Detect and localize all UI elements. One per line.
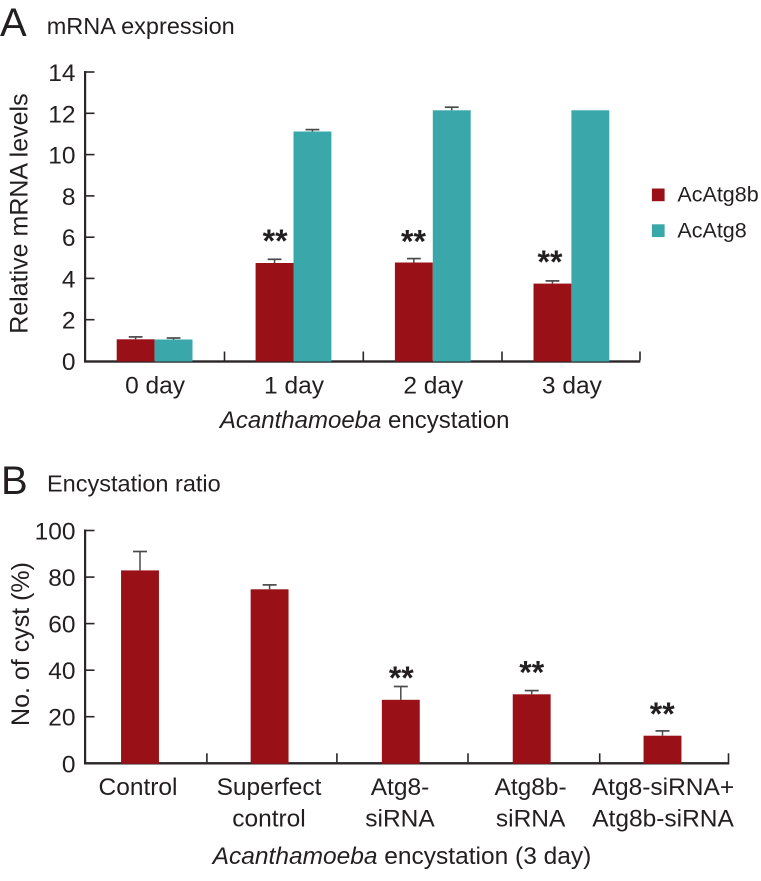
svg-text:8: 8 (62, 184, 76, 211)
svg-text:A: A (0, 1, 27, 45)
svg-text:20: 20 (48, 705, 75, 732)
svg-text:**: ** (650, 696, 675, 732)
svg-text:Atg8b-siRNA: Atg8b-siRNA (592, 806, 734, 833)
svg-text:0 day: 0 day (125, 373, 186, 400)
svg-text:**: ** (263, 223, 288, 259)
svg-text:Encystation ratio: Encystation ratio (47, 470, 221, 496)
svg-text:B: B (1, 459, 28, 503)
svg-text:Superfect: Superfect (217, 774, 322, 801)
svg-text:Atg8-: Atg8- (371, 774, 430, 801)
svg-text:3 day: 3 day (542, 373, 603, 400)
svg-text:siRNA: siRNA (365, 806, 435, 833)
svg-text:**: ** (389, 660, 414, 696)
svg-text:6: 6 (62, 225, 76, 252)
svg-text:14: 14 (48, 60, 75, 87)
svg-text:40: 40 (48, 658, 75, 685)
svg-text:**: ** (401, 223, 426, 259)
svg-text:Relative mRNA levels: Relative mRNA levels (6, 93, 34, 333)
svg-text:No. of cyst (%): No. of cyst (%) (7, 562, 35, 726)
svg-text:60: 60 (48, 612, 75, 639)
svg-text:4: 4 (62, 266, 76, 293)
svg-text:0: 0 (62, 751, 76, 778)
svg-text:10: 10 (48, 143, 75, 170)
svg-text:Atg8b-: Atg8b- (495, 774, 567, 801)
svg-text:AcAtg8: AcAtg8 (677, 219, 746, 243)
svg-text:control: control (232, 806, 306, 833)
svg-text:80: 80 (48, 565, 75, 592)
svg-text:1 day: 1 day (264, 373, 325, 400)
svg-text:siRNA: siRNA (496, 806, 566, 833)
svg-text:**: ** (538, 244, 563, 280)
svg-text:Acanthamoeba encystation (3 da: Acanthamoeba encystation (3 day) (211, 843, 592, 870)
svg-text:12: 12 (48, 101, 75, 128)
svg-text:100: 100 (35, 519, 76, 546)
svg-text:0: 0 (62, 349, 76, 376)
svg-text:2: 2 (62, 308, 76, 335)
svg-text:AcAtg8b: AcAtg8b (677, 183, 758, 207)
svg-text:Atg8-siRNA+: Atg8-siRNA+ (592, 774, 734, 801)
svg-text:mRNA expression: mRNA expression (47, 13, 235, 39)
svg-text:Control: Control (99, 774, 178, 801)
svg-text:Acanthamoeba encystation: Acanthamoeba encystation (218, 407, 510, 434)
svg-text:**: ** (519, 654, 544, 690)
svg-text:2 day: 2 day (403, 373, 464, 400)
